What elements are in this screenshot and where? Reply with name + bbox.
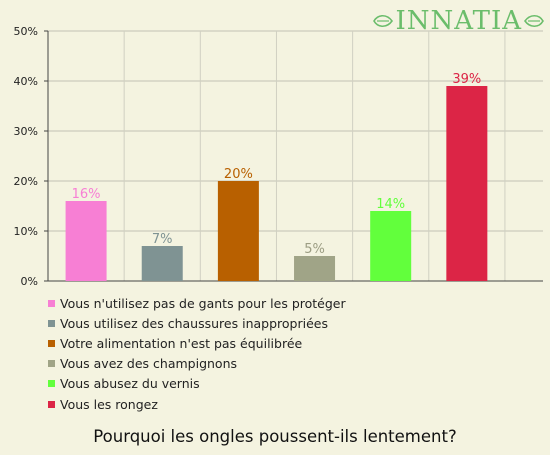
legend-swatch [48,400,55,408]
bar-5 [370,211,412,281]
legend-swatch [48,339,55,347]
innatia-logo[interactable]: INNATIA [373,4,544,38]
legend-item: Votre alimentation n'est pas équilibrée [48,333,346,353]
y-tick-label: 0% [21,275,38,288]
bar-4 [294,256,336,281]
legend-label: Vous les rongez [60,396,158,412]
legend-swatch [48,360,55,368]
y-tick-label: 20% [14,175,38,188]
bar-value-label: 20% [224,167,253,182]
logo-text: INNATIA [395,6,522,36]
legend-item: Vous avez des champignons [48,354,346,374]
y-tick-label: 50% [14,25,38,38]
bar-6 [446,86,488,281]
legend-label: Vous utilisez des chaussures inapproprié… [60,315,328,331]
legend-label: Votre alimentation n'est pas équilibrée [60,335,303,351]
bar-1 [65,201,107,281]
y-tick-label: 40% [14,75,38,88]
y-tick-label: 30% [14,125,38,138]
legend-label: Vous avez des champignons [60,356,238,372]
bar-value-label: 16% [72,187,101,202]
bar-value-label: 5% [304,242,325,257]
bar-value-label: 39% [452,72,481,87]
leaf-right-icon [524,14,544,28]
y-tick-label: 10% [14,225,38,238]
legend-label: Vous abusez du vernis [60,376,200,392]
legend-item: Vous utilisez des chaussures inapproprié… [48,313,346,333]
legend-swatch [48,319,55,327]
bar-2 [141,246,183,281]
bar-value-label: 14% [376,197,405,212]
legend-item: Vous les rongez [48,394,346,414]
leaf-left-icon [373,14,394,28]
legend-swatch [48,380,55,388]
chart-legend: Vous n'utilisez pas de gants pour les pr… [48,293,346,414]
legend-item: Vous n'utilisez pas de gants pour les pr… [48,293,346,313]
bar-chart: 0% 10% 20% 30% 40% 50% 16% 7% 20% 5% 14% 39% [14,25,543,288]
legend-item: Vous abusez du vernis [48,374,346,394]
bar-3 [217,181,259,281]
bar-value-label: 7% [152,232,173,247]
legend-label: Vous n'utilisez pas de gants pour les pr… [60,295,346,311]
chart-title: Pourquoi les ongles poussent-ils lenteme… [93,427,457,446]
legend-swatch [48,299,55,307]
